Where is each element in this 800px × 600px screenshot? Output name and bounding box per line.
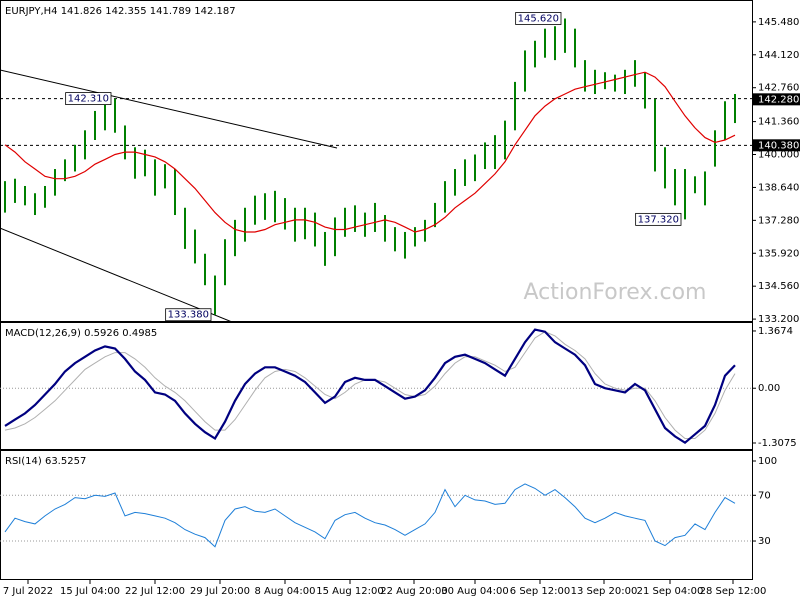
annotation-label: 145.620 bbox=[518, 13, 559, 24]
y-tick-label: 135.920 bbox=[758, 248, 799, 259]
y-tick-label: 144.120 bbox=[758, 50, 799, 61]
annotation-label: 137.320 bbox=[638, 214, 679, 225]
x-tick-label: 7 Jul 2022 bbox=[3, 586, 53, 597]
annotation-box bbox=[65, 92, 112, 106]
trendline bbox=[0, 227, 233, 322]
panel-frame bbox=[0, 322, 753, 450]
x-tick-label: 28 Sep 12:00 bbox=[700, 586, 767, 597]
panel-title: RSI(14) 63.5257 bbox=[5, 456, 86, 467]
x-tick-label: 30 Aug 04:00 bbox=[441, 586, 508, 597]
y-tick-label: 70 bbox=[758, 490, 771, 501]
annotation-box bbox=[515, 12, 562, 25]
x-tick-label: 22 Jul 12:00 bbox=[125, 586, 185, 597]
annotation-label: 133.380 bbox=[168, 310, 209, 321]
y-tick-label: 142.760 bbox=[758, 83, 799, 94]
panel-title: MACD(12,26,9) 0.5926 0.4985 bbox=[5, 328, 157, 339]
y-tick-label: 138.640 bbox=[758, 182, 799, 193]
x-tick-label: 21 Sep 04:00 bbox=[637, 586, 704, 597]
y-tick-label: 133.200 bbox=[758, 314, 799, 325]
y-tick-label: 141.360 bbox=[758, 117, 799, 128]
x-tick-label: 22 Aug 20:00 bbox=[380, 586, 447, 597]
panel-frame bbox=[0, 0, 753, 322]
x-tick-label: 6 Sep 12:00 bbox=[510, 586, 570, 597]
annotation-box bbox=[635, 212, 682, 226]
x-tick-label: 15 Aug 12:00 bbox=[316, 586, 383, 597]
y-tick-label: 1.3674 bbox=[758, 326, 793, 337]
x-tick-label: 13 Sep 20:00 bbox=[571, 586, 638, 597]
level-label: 140.380 bbox=[758, 140, 799, 151]
y-tick-label: 140.000 bbox=[758, 150, 799, 161]
rsi-line bbox=[4, 483, 736, 548]
current-price-label: 142.280 bbox=[758, 94, 799, 105]
y-tick-label: 100 bbox=[758, 456, 777, 467]
plot bbox=[4, 483, 736, 548]
y-tick-label: 0.00 bbox=[758, 383, 780, 394]
watermark: ActionForex.com bbox=[524, 280, 707, 305]
annotation-label: 142.310 bbox=[68, 94, 109, 105]
panel-frame bbox=[0, 450, 753, 580]
y-tick-label: 145.480 bbox=[758, 17, 799, 28]
plot bbox=[4, 328, 736, 445]
y-tick-label: 134.560 bbox=[758, 281, 799, 292]
panel-title: EURJPY,H4 141.826 142.355 141.789 142.18… bbox=[5, 6, 236, 17]
y-tick-label: -1.3075 bbox=[758, 438, 797, 449]
macd-line bbox=[4, 328, 736, 445]
plot: ActionForex.com bbox=[0, 18, 736, 322]
x-tick-label: 29 Jul 20:00 bbox=[190, 586, 250, 597]
moving-average bbox=[4, 71, 736, 233]
current-price-box bbox=[753, 93, 800, 106]
y-tick-label: 30 bbox=[758, 536, 771, 547]
x-tick-label: 15 Jul 04:00 bbox=[60, 586, 120, 597]
annotation-box bbox=[165, 308, 212, 322]
level-label-box bbox=[753, 139, 800, 152]
trendline bbox=[0, 69, 338, 149]
y-tick-label: 137.280 bbox=[758, 215, 799, 226]
x-tick-label: 8 Aug 04:00 bbox=[254, 586, 315, 597]
